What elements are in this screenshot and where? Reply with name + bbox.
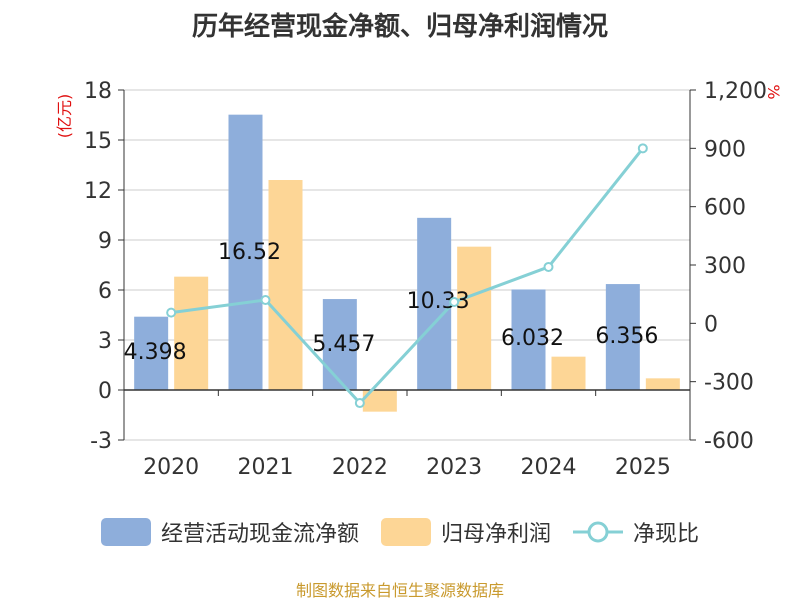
chart-title: 历年经营现金净额、归母净利润情况 (191, 12, 608, 42)
left-tick-label: 9 (98, 229, 112, 254)
point-ratio-2024 (543, 261, 554, 272)
point-ratio-2021 (260, 295, 271, 305)
bar-profit-2024 (551, 356, 586, 390)
bar-profit-2025 (645, 378, 680, 390)
legend: 经营活动现金流净额 归母净利润 净现比 (0, 516, 800, 548)
right-tick-label: 1,200 (704, 79, 767, 104)
left-axis-unit: (亿元) (55, 94, 74, 139)
left-tick-label: 6 (98, 279, 112, 304)
point-ratio-2025 (637, 143, 648, 154)
right-tick-label: 900 (704, 137, 746, 162)
left-tick-label: -3 (90, 429, 112, 454)
data-label-cash-2022: 5.457 (312, 332, 375, 357)
legend-line-ratio-icon (573, 521, 623, 543)
right-tick-label: 300 (704, 254, 746, 279)
right-tick-label: 600 (704, 196, 746, 221)
right-axis-unit: % (764, 84, 783, 99)
point-ratio-2020 (166, 307, 177, 318)
left-tick-label: 0 (98, 379, 112, 404)
left-tick-label: 3 (98, 329, 112, 354)
left-tick-label: 15 (84, 129, 112, 154)
legend-item-cash[interactable]: 经营活动现金流净额 (100, 516, 359, 548)
bar-profit-2023 (457, 246, 492, 390)
chart-plot: 18 15 12 9 6 3 0 -3 1,200 900 600 300 0 -300 -600 (亿元)%… (55, 79, 783, 480)
bar-cash-2021 (228, 114, 263, 391)
data-label-cash-2020: 4.398 (124, 340, 187, 365)
right-tick-label: -300 (704, 371, 754, 396)
bar-profit-2022 (362, 390, 397, 412)
legend-label-ratio: 净现比 (633, 522, 700, 547)
x-tick-label-2021: 2021 (238, 455, 294, 480)
legend-label-profit: 归母净利润 (440, 522, 551, 547)
x-tick-label-2022: 2022 (332, 455, 388, 480)
data-label-cash-2025: 6.356 (595, 324, 658, 349)
legend-swatch-profit (380, 518, 431, 546)
legend-item-ratio[interactable]: 净现比 (573, 516, 699, 548)
x-tick-label-2025: 2025 (615, 455, 671, 480)
bar-cash-2023 (417, 217, 452, 390)
bar-profit-2020 (174, 276, 209, 390)
point-ratio-2023 (449, 296, 460, 307)
right-tick-label: -600 (704, 429, 754, 454)
right-tick-label: 0 (704, 312, 718, 337)
source-note: 制图数据来自恒生聚源数据库 (295, 581, 504, 600)
legend-label-cash: 经营活动现金流净额 (160, 522, 359, 547)
x-tick-label-2024: 2024 (521, 455, 577, 480)
x-tick-label-2023: 2023 (426, 455, 482, 480)
left-tick-label: 18 (84, 79, 112, 104)
data-label-cash-2023: 10.33 (407, 289, 470, 314)
data-label-cash-2021: 16.52 (218, 240, 281, 265)
bar-cash-2022 (322, 299, 357, 390)
x-tick-label-2020: 2020 (143, 455, 199, 480)
data-label-cash-2024: 6.032 (501, 326, 564, 351)
bar-cash-2025 (605, 284, 640, 390)
line-ratio (170, 147, 645, 406)
bar-profit-2021 (268, 180, 303, 390)
left-tick-label: 12 (84, 179, 112, 204)
bar-cash-2020 (134, 316, 169, 390)
legend-swatch-cash (100, 518, 151, 546)
bar-cash-2024 (511, 289, 546, 390)
point-ratio-2022 (354, 398, 365, 409)
legend-item-profit[interactable]: 归母净利润 (380, 516, 551, 548)
